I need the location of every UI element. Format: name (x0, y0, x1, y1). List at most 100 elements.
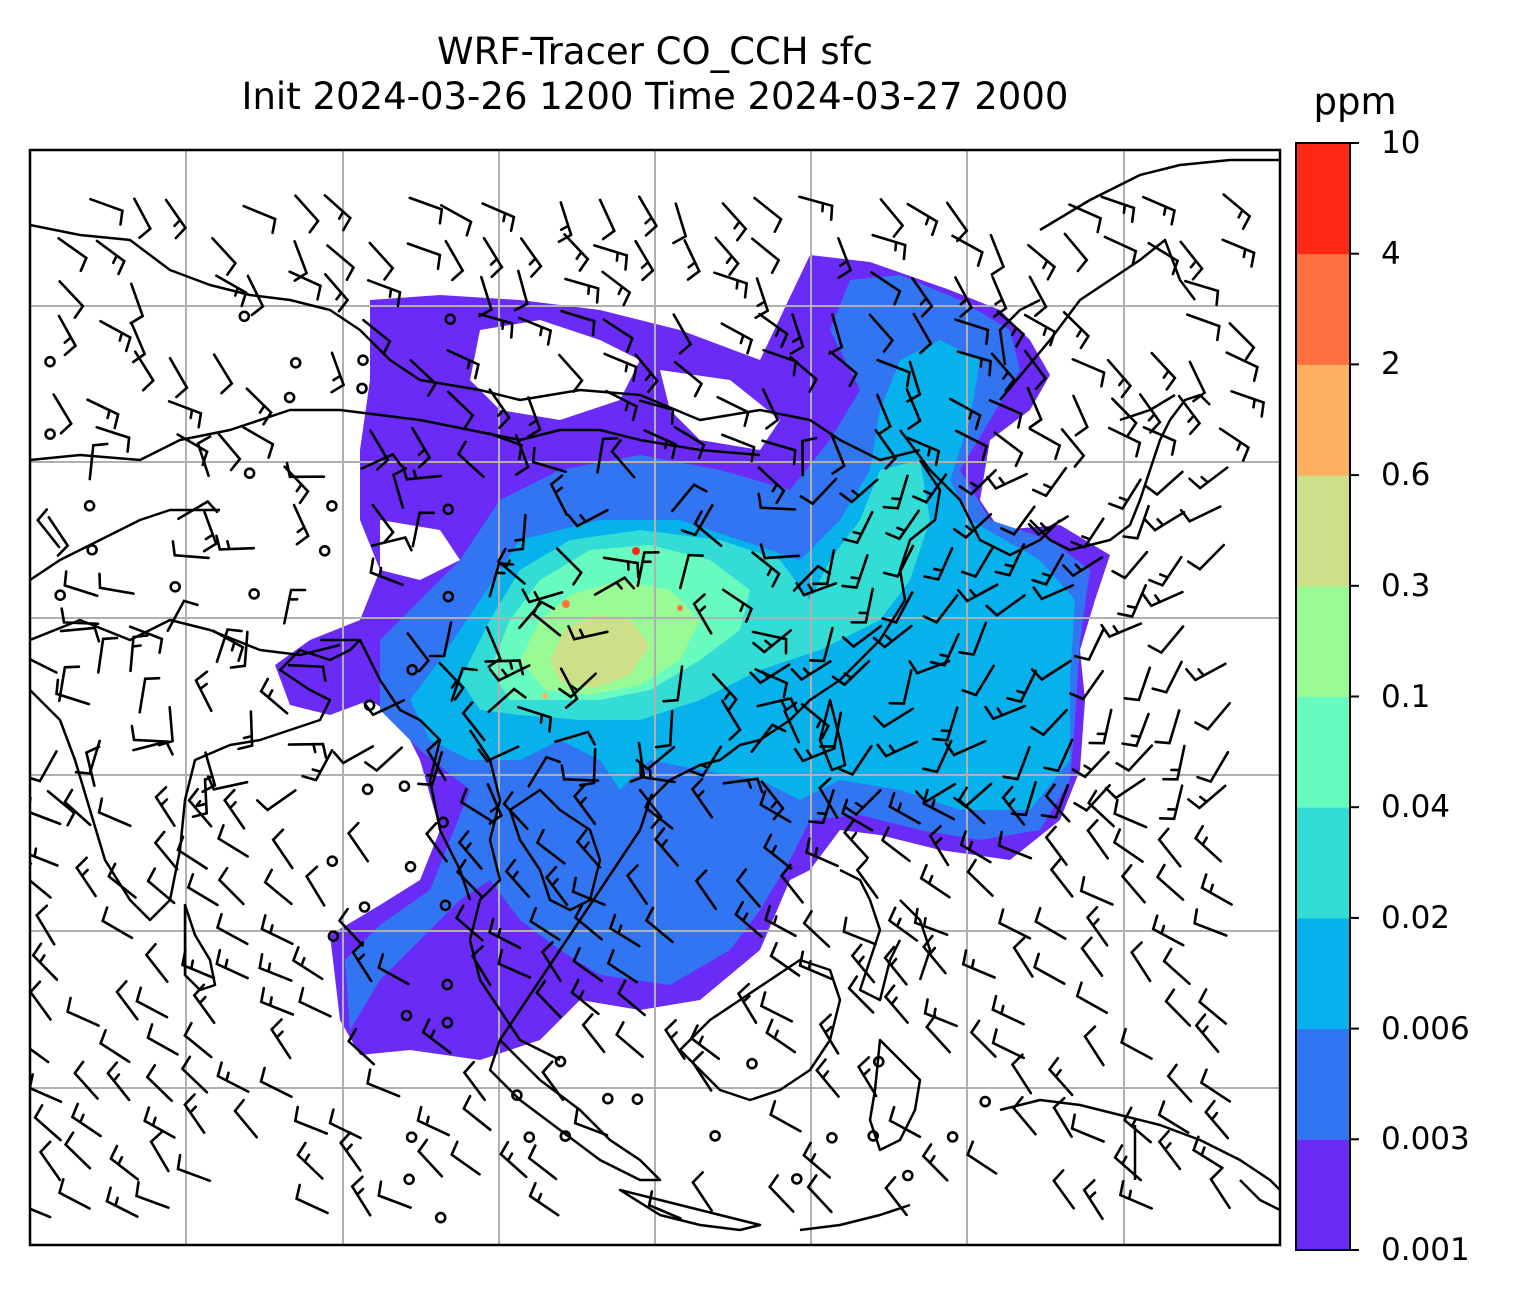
wind-calm-marker (356, 382, 368, 395)
wind-barb (35, 904, 56, 946)
wind-barb (259, 677, 289, 715)
wind-barb (211, 629, 245, 662)
wind-barb (1023, 349, 1048, 390)
wind-calm-marker (444, 313, 457, 326)
wind-calm-marker (243, 467, 256, 480)
wind-barb (764, 904, 797, 938)
colorbar-segment (1296, 1028, 1350, 1140)
map-frame (28, 148, 1282, 1247)
wind-barb (997, 908, 1032, 940)
wind-barb (146, 867, 176, 905)
wind-barb (216, 1061, 250, 1093)
wind-barb (606, 949, 638, 984)
wind-barb (75, 856, 97, 898)
wind-barb (258, 953, 293, 982)
wind-barb (1204, 1099, 1230, 1140)
wind-barb (799, 477, 838, 506)
wind-barb (369, 429, 390, 471)
wind-barb (581, 1013, 606, 1054)
wind-barb (1028, 275, 1048, 318)
wind-barb (929, 632, 960, 667)
wind-barb (1150, 351, 1177, 391)
wind-barb (1164, 988, 1192, 1027)
wind-barb (664, 1019, 686, 1060)
wind-barb (608, 913, 641, 948)
wind-barb (1193, 825, 1222, 863)
wind-calm-marker (248, 588, 260, 600)
wind-barb (876, 740, 919, 758)
wind-barb (761, 388, 780, 430)
wind-barb (961, 949, 996, 979)
wind-calm-marker (437, 816, 450, 829)
wind-barb (285, 461, 326, 479)
wind-barb (526, 396, 542, 439)
wind-barb (1222, 193, 1252, 230)
tracer-clear-area (470, 320, 640, 420)
wind-barb (470, 945, 492, 987)
wind-calm-marker (559, 1130, 572, 1142)
wind-barb (969, 1019, 997, 1058)
wind-barb (488, 432, 523, 461)
colorbar-tick-label: 0.001 (1381, 1232, 1470, 1268)
wind-barb (549, 474, 568, 516)
wind-barb (1221, 238, 1256, 268)
wind-barb (761, 439, 797, 466)
wind-barb (89, 197, 124, 226)
colorbar-segment (1296, 585, 1350, 697)
wind-barb (1155, 863, 1185, 901)
wind-barb (31, 942, 59, 981)
wind-barb (991, 994, 1025, 1026)
wind-calm-marker (357, 354, 369, 367)
wind-calm-marker (398, 780, 411, 793)
wind-barb (1080, 936, 1104, 977)
wind-barb (59, 626, 101, 643)
wind-barb (555, 547, 583, 586)
wind-barb (440, 204, 473, 237)
wind-barb (233, 1098, 258, 1139)
wind-barb (876, 358, 911, 388)
wind-barb (527, 1144, 558, 1181)
wind-barb (425, 822, 448, 863)
wind-barb (847, 975, 875, 1014)
wind-barb (1157, 1129, 1182, 1171)
wind-barb (1086, 818, 1109, 860)
wind-barb (30, 1073, 63, 1103)
wind-barb (634, 353, 659, 393)
wind-barb (721, 202, 748, 242)
wind-barb (841, 554, 869, 590)
tracer-band-03 (550, 615, 650, 688)
wind-barb (1162, 744, 1186, 781)
wind-barb (88, 442, 109, 481)
wind-calm-marker (44, 355, 56, 368)
wind-barb (497, 948, 532, 979)
wind-barb (956, 350, 992, 377)
wind-barb (1071, 750, 1110, 779)
wind-barb (1103, 235, 1138, 266)
wind-barb (932, 706, 959, 742)
wind-barb (74, 739, 101, 775)
wind-barb (793, 747, 836, 763)
wind-barb (245, 387, 273, 426)
wind-calm-marker (283, 391, 296, 404)
wind-barb (86, 398, 120, 430)
wind-barb (673, 425, 706, 460)
wind-barb (806, 1174, 833, 1214)
wind-barb (446, 349, 480, 380)
wind-barb (1144, 470, 1184, 497)
wind-calm-marker (405, 1131, 418, 1143)
wind-barb (655, 709, 674, 749)
wind-calm-marker (867, 1130, 880, 1142)
wind-barb (540, 941, 562, 983)
colorbar-segment (1296, 807, 1350, 919)
wind-barb (644, 906, 674, 944)
colorbar-tick-label: 4 (1381, 235, 1401, 272)
wind-barb (326, 244, 356, 281)
wind-barb (406, 632, 431, 673)
wind-barb (455, 859, 483, 898)
wind-barb (828, 313, 844, 355)
wind-calm-marker (946, 1131, 959, 1143)
wind-barb (714, 236, 740, 276)
wind-barb (925, 1014, 951, 1054)
wind-barb (346, 821, 370, 863)
wind-barb (216, 431, 242, 472)
